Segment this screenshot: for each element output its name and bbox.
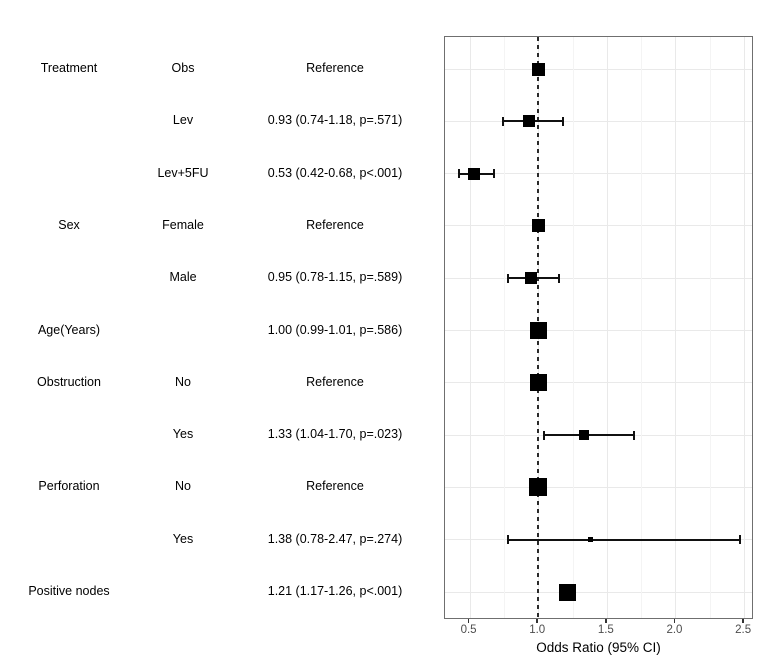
or-square xyxy=(578,430,589,441)
grid-minor-v xyxy=(709,37,711,618)
estimate-label: Reference xyxy=(306,60,364,75)
level-label: Lev+5FU xyxy=(157,165,209,180)
x-tick-mark xyxy=(605,619,607,623)
estimate-label: 0.53 (0.42-0.68, p<.001) xyxy=(267,165,403,180)
variable-label: Sex xyxy=(58,217,80,232)
x-tick-label: 1.0 xyxy=(529,624,546,636)
variable-label: Age(Years) xyxy=(37,322,101,337)
grid-major-h xyxy=(445,68,752,70)
ci-cap-left xyxy=(457,169,460,179)
or-square xyxy=(558,583,576,601)
grid-major-v xyxy=(744,37,746,618)
grid-major-h xyxy=(445,173,752,175)
grid-major-v xyxy=(675,37,677,618)
x-tick-mark xyxy=(467,619,470,623)
x-tick-label: 2.0 xyxy=(666,624,683,636)
estimate-label: 0.95 (0.78-1.15, p=.589) xyxy=(267,269,403,284)
or-square xyxy=(587,537,593,543)
level-label: Lev xyxy=(172,113,194,128)
grid-major-h xyxy=(445,277,752,279)
x-axis-title: Odds Ratio (95% CI) xyxy=(536,640,661,655)
or-square xyxy=(529,374,547,392)
level-label: No xyxy=(175,374,191,389)
variable-label: Positive nodes xyxy=(28,583,110,598)
estimate-label: 1.38 (0.78-2.47, p=.274) xyxy=(267,531,403,546)
x-tick-label: 2.5 xyxy=(735,624,752,636)
x-tick-label: 1.5 xyxy=(597,624,614,636)
grid-major-h xyxy=(445,330,752,331)
or-square xyxy=(529,478,548,497)
variable-label: Obstruction xyxy=(37,374,101,389)
grid-major-h xyxy=(445,120,752,122)
or-square xyxy=(529,322,547,339)
grid-major-h xyxy=(445,486,752,488)
grid-major-v xyxy=(469,37,471,618)
ci-cap-left xyxy=(507,273,509,283)
level-label: Male xyxy=(169,269,197,284)
estimate-label: 0.93 (0.74-1.18, p=.571) xyxy=(267,113,403,128)
estimate-label: Reference xyxy=(306,479,364,494)
estimate-label: 1.33 (1.04-1.70, p=.023) xyxy=(267,426,403,441)
grid-major-h xyxy=(445,591,752,593)
or-square xyxy=(522,115,535,128)
level-label: Yes xyxy=(172,531,194,546)
ci-cap-right xyxy=(493,169,496,179)
grid-major-h xyxy=(445,225,752,227)
grid-minor-v xyxy=(503,37,505,618)
or-square xyxy=(531,219,545,233)
x-tick-mark xyxy=(536,619,538,623)
estimate-label: 1.21 (1.17-1.26, p<.001) xyxy=(267,583,403,598)
ci-cap-right xyxy=(738,535,741,545)
ci-cap-right xyxy=(561,116,564,126)
grid-minor-v xyxy=(572,37,574,618)
level-label: No xyxy=(175,479,191,494)
x-tick-mark xyxy=(742,619,744,623)
x-tick-label: 0.5 xyxy=(460,624,477,636)
ci-whisker xyxy=(543,434,635,437)
ci-cap-left xyxy=(542,430,545,440)
ci-whisker xyxy=(508,538,740,541)
level-label: Female xyxy=(162,217,204,232)
grid-major-h xyxy=(445,382,752,384)
level-label: Yes xyxy=(172,426,194,441)
plot-panel xyxy=(444,36,753,619)
x-tick-mark xyxy=(673,619,676,623)
grid-major-v xyxy=(606,37,608,618)
estimate-label: 1.00 (0.99-1.01, p=.586) xyxy=(267,322,403,337)
estimate-label: Reference xyxy=(306,217,364,232)
ci-cap-left xyxy=(501,116,504,126)
or-square xyxy=(525,272,538,285)
ci-cap-right xyxy=(633,430,636,440)
estimate-label: Reference xyxy=(306,374,364,389)
or-square xyxy=(467,167,480,180)
ci-cap-right xyxy=(557,273,560,283)
level-label: Obs xyxy=(171,60,195,75)
or-square xyxy=(531,62,545,76)
variable-label: Perforation xyxy=(38,479,100,494)
grid-minor-v xyxy=(641,37,643,618)
variable-label: Treatment xyxy=(40,60,98,75)
ci-cap-left xyxy=(507,535,509,545)
